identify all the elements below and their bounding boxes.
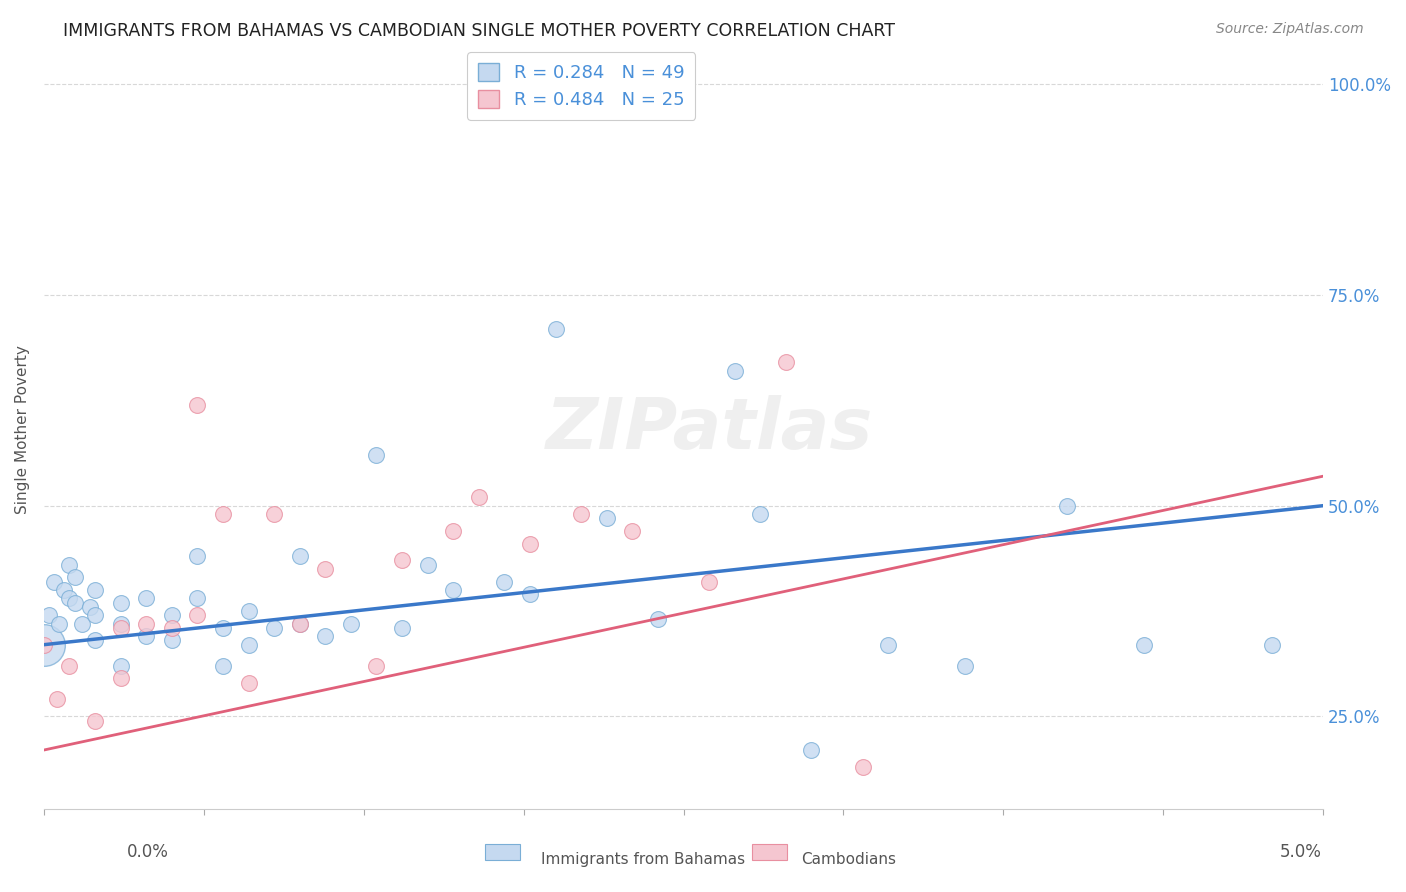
Point (314, 629, 336, 643)
Point (110, 621, 132, 635)
Point (697, 574, 720, 589)
Point (391, 621, 413, 635)
Point (58, 658, 80, 673)
Point (238, 638, 260, 652)
Point (1133, 638, 1156, 652)
Point (621, 524, 644, 538)
Point (288, 616, 311, 631)
Text: Source: ZipAtlas.com: Source: ZipAtlas.com (1216, 22, 1364, 37)
Point (749, 507, 772, 521)
Point (212, 658, 235, 673)
Point (110, 672, 132, 686)
Point (238, 604, 260, 618)
Point (800, 743, 823, 757)
Point (263, 507, 285, 521)
Text: ZIPatlas: ZIPatlas (546, 395, 873, 465)
Point (724, 364, 747, 378)
Point (84, 608, 107, 623)
Point (288, 616, 311, 631)
Point (212, 507, 235, 521)
Legend: R = 0.284   N = 49, R = 0.484   N = 25: R = 0.284 N = 49, R = 0.484 N = 25 (467, 52, 696, 120)
Text: IMMIGRANTS FROM BAHAMAS VS CAMBODIAN SINGLE MOTHER POVERTY CORRELATION CHART: IMMIGRANTS FROM BAHAMAS VS CAMBODIAN SIN… (63, 22, 896, 40)
Point (135, 616, 157, 631)
Point (953, 658, 976, 673)
Text: Cambodians: Cambodians (801, 852, 897, 867)
Point (48, 616, 70, 631)
Y-axis label: Single Mother Poverty: Single Mother Poverty (15, 345, 30, 515)
Point (391, 553, 413, 567)
Text: Immigrants from Bahamas: Immigrants from Bahamas (541, 852, 745, 867)
Point (84, 633, 107, 648)
Point (160, 633, 183, 648)
Point (63, 570, 86, 584)
Point (186, 398, 208, 412)
Point (135, 591, 157, 606)
Point (79, 599, 101, 614)
Point (1261, 638, 1284, 652)
Point (84, 582, 107, 597)
Point (63, 596, 86, 610)
Point (135, 629, 157, 643)
Point (42, 574, 65, 589)
Point (494, 574, 516, 589)
Point (53, 582, 76, 597)
Point (58, 558, 80, 572)
Point (110, 616, 132, 631)
Point (110, 596, 132, 610)
Point (416, 558, 439, 572)
Point (366, 658, 388, 673)
Point (38, 608, 60, 623)
Point (263, 621, 285, 635)
Point (58, 591, 80, 606)
Point (1056, 499, 1078, 513)
Point (647, 612, 669, 626)
Point (186, 591, 208, 606)
Point (186, 549, 208, 564)
Point (441, 582, 464, 597)
Point (160, 608, 183, 623)
Point (366, 448, 388, 462)
Point (32, 638, 55, 652)
Point (596, 511, 619, 525)
Point (441, 524, 464, 538)
Point (519, 587, 541, 601)
Point (288, 549, 311, 564)
Point (852, 760, 875, 774)
Point (519, 536, 541, 550)
Point (877, 638, 900, 652)
Point (569, 507, 592, 521)
Point (110, 658, 132, 673)
Point (314, 562, 336, 576)
Point (468, 490, 491, 504)
Point (186, 608, 208, 623)
Point (212, 621, 235, 635)
Point (32, 638, 55, 652)
Point (340, 616, 363, 631)
Point (544, 322, 567, 336)
Text: 5.0%: 5.0% (1279, 843, 1322, 861)
Text: 0.0%: 0.0% (127, 843, 169, 861)
Point (72, 616, 94, 631)
Point (84, 714, 107, 728)
Point (775, 355, 797, 369)
Point (45, 692, 67, 706)
Point (160, 621, 183, 635)
Point (238, 675, 260, 690)
